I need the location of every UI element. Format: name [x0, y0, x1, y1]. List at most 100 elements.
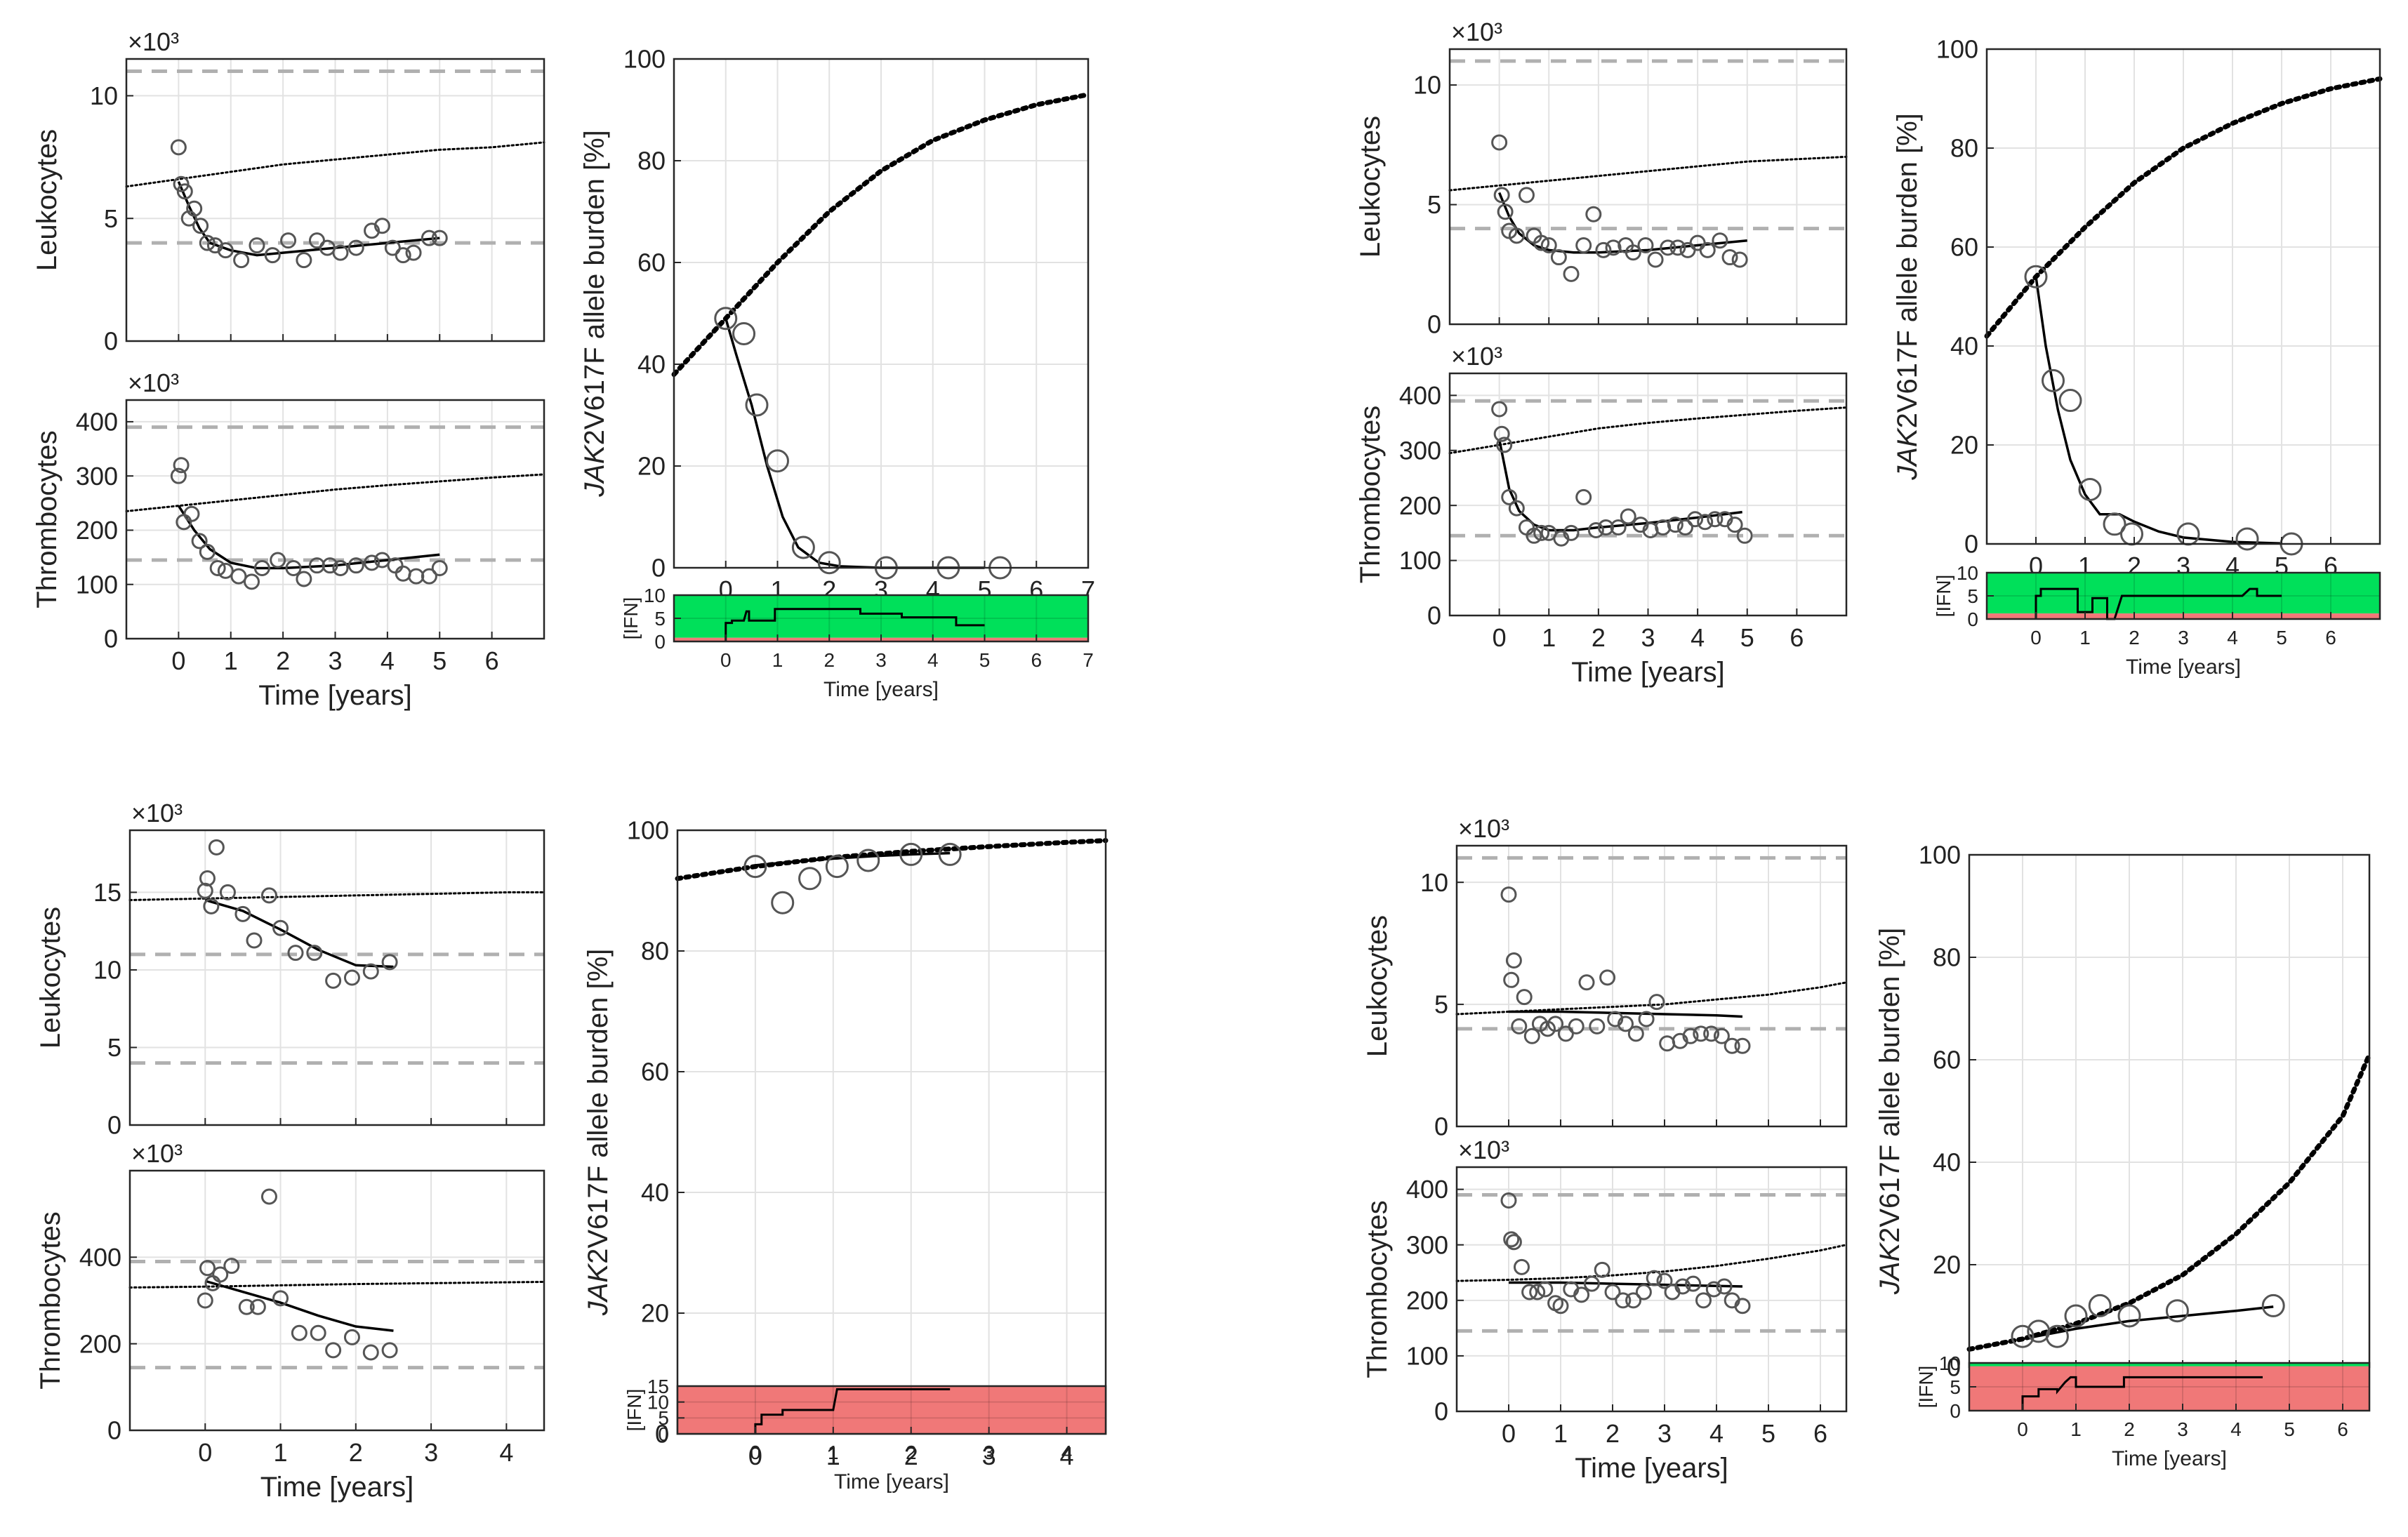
x-tick-label: 0 — [171, 646, 185, 675]
y-tick-label: 40 — [1933, 1148, 1961, 1177]
y-axis-label-gene: JAK — [579, 444, 610, 498]
data-point — [1674, 1278, 1691, 1295]
x-tick-label: 1 — [2079, 627, 2091, 648]
model-curve — [1984, 76, 2383, 339]
data-point — [233, 252, 250, 269]
y-tick-label: 5 — [658, 1407, 669, 1429]
panel-B-thrombocytes: 0 1 2 3 4 5 6 0 100 200 300 400 ×10³ Time [years] Thro… — [1355, 342, 1848, 688]
y-tick-label: 5 — [107, 1033, 121, 1062]
data-point — [348, 239, 364, 256]
data-point — [1540, 1020, 1556, 1037]
data-point — [1594, 1261, 1610, 1278]
y-tick-label: 60 — [637, 248, 666, 277]
y-tick-label: 200 — [76, 516, 118, 545]
data-point — [1734, 1298, 1751, 1315]
data-point — [1491, 134, 1508, 151]
y-tick-label: 80 — [637, 147, 666, 175]
y-axis-label: Leukocytes — [1355, 116, 1386, 258]
band-upper — [1969, 1363, 2369, 1366]
x-tick-label: 4 — [1061, 1442, 1073, 1463]
x-tick-label: 1 — [224, 646, 238, 675]
x-tick-label: 2 — [2124, 1418, 2135, 1440]
y-axis-label-rest: 2V617F allele burden [%] — [1874, 928, 1905, 1243]
y-tick-label: 0 — [658, 1423, 669, 1445]
data-point — [217, 562, 234, 579]
y-tick-label: 5 — [1427, 190, 1441, 219]
data-point — [1713, 1027, 1730, 1044]
fit-curve — [725, 318, 985, 569]
data-point — [1573, 1286, 1590, 1303]
data-point — [364, 554, 381, 571]
y-tick-label: 20 — [637, 452, 666, 481]
data-point — [381, 1342, 398, 1359]
x-tick-label: 6 — [2337, 1418, 2348, 1440]
x-tick-label: 6 — [1813, 1419, 1827, 1448]
data-point — [798, 867, 822, 891]
data-point — [1500, 1192, 1517, 1209]
y-tick-label: 80 — [1950, 134, 1978, 163]
x-tick-label: 2 — [823, 649, 835, 671]
data-point — [1656, 1272, 1673, 1289]
x-tick-label: 5 — [1740, 623, 1754, 652]
y-tick-label: 5 — [654, 608, 666, 630]
axes-frame — [128, 1169, 545, 1432]
y-tick-label: 200 — [1399, 491, 1441, 520]
y-tick-label: 10 — [647, 1391, 669, 1413]
data-point — [1637, 237, 1654, 254]
data-point — [234, 905, 251, 922]
data-point — [1607, 1011, 1624, 1027]
data-point — [183, 505, 200, 522]
x-tick-label: 5 — [2284, 1418, 2295, 1440]
data-point — [197, 1292, 213, 1309]
y-axis-label-gene: JAK — [1892, 427, 1923, 481]
data-point — [373, 552, 390, 568]
y-tick-label: 5 — [1434, 990, 1448, 1019]
fit-curve — [177, 505, 440, 570]
y-tick-label: 20 — [1933, 1251, 1961, 1279]
x-tick-label: 5 — [1761, 1419, 1775, 1448]
y-tick-label: 80 — [641, 937, 669, 966]
x-tick-label: 0 — [1502, 1419, 1516, 1448]
fit-curve — [204, 898, 394, 969]
data-point — [1533, 524, 1550, 541]
data-point — [280, 232, 297, 249]
data-point — [408, 568, 425, 585]
y-axis-label: Thrombocytes — [35, 1211, 66, 1389]
data-point — [1503, 1231, 1520, 1248]
y-tick-label: 0 — [1964, 530, 1978, 559]
y-tick-label: 400 — [1399, 381, 1441, 410]
exponent-label: ×10³ — [131, 799, 183, 827]
x-axis-label: Time [years] — [1571, 657, 1725, 688]
data-point — [1676, 519, 1693, 536]
y-tick-label: 400 — [1406, 1175, 1448, 1204]
data-point — [1575, 237, 1592, 254]
y-tick-label: 0 — [655, 1420, 669, 1449]
data-point — [219, 884, 236, 900]
x-tick-label: 1 — [772, 649, 783, 671]
data-point — [1705, 1281, 1722, 1298]
y-axis-label-gene: JAK — [583, 1263, 614, 1317]
data-point — [899, 842, 923, 866]
data-point — [1533, 234, 1550, 251]
data-point — [1550, 249, 1567, 266]
y-axis-label: [IFN] — [620, 597, 642, 640]
data-point — [732, 322, 756, 345]
data-point — [1610, 519, 1627, 536]
data-point — [306, 945, 323, 962]
data-point — [1667, 517, 1683, 533]
model-curve — [128, 1280, 545, 1289]
model-curve — [125, 141, 545, 188]
x-tick-label: 7 — [1083, 649, 1094, 671]
data-point — [1597, 519, 1614, 536]
y-tick-label: 20 — [641, 1299, 669, 1328]
data-point — [1503, 971, 1520, 988]
model-curve — [671, 92, 1091, 377]
data-point — [186, 200, 203, 217]
data-point — [260, 887, 277, 904]
data-point — [1589, 1018, 1606, 1034]
data-point — [1511, 1018, 1528, 1034]
axes-frame — [676, 829, 1107, 1435]
panel-A-thrombocytes: 0 1 2 3 4 5 6 0 100 200 300 400 ×10³ Time [years] Thro… — [32, 368, 545, 711]
